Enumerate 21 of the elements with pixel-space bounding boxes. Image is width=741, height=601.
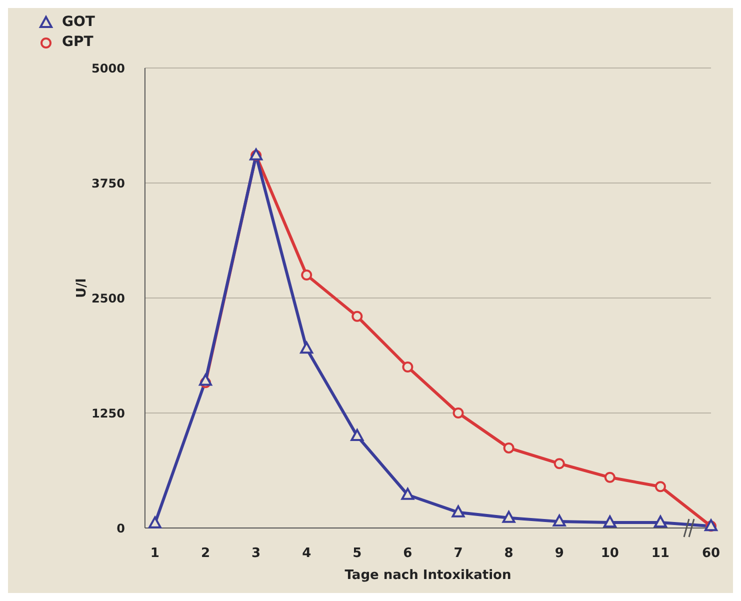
x-tick-label: 4 bbox=[302, 546, 312, 562]
y-tick-label: 5000 bbox=[92, 61, 125, 76]
x-tick-label: 7 bbox=[454, 546, 463, 562]
legend-label: GOT bbox=[62, 14, 95, 30]
y-tick-label: 3750 bbox=[92, 176, 125, 190]
y-tick-label: 2500 bbox=[92, 291, 125, 306]
x-tick-label: 6 bbox=[403, 546, 412, 562]
y-tick-label: 0 bbox=[116, 521, 125, 536]
y-axis-title: U/l bbox=[74, 278, 90, 298]
x-tick-label: 8 bbox=[504, 546, 514, 562]
x-tick-label: 2 bbox=[200, 546, 210, 562]
x-tick-label: 9 bbox=[554, 546, 564, 562]
x-tick-label: 10 bbox=[600, 546, 619, 562]
legend-label: GPT bbox=[62, 34, 94, 50]
x-tick-label: 1 bbox=[150, 546, 160, 562]
x-tick-label: 11 bbox=[651, 546, 670, 562]
x-tick-label: 3 bbox=[252, 546, 261, 562]
y-tick-label: 1250 bbox=[92, 406, 125, 420]
x-tick-label: 5 bbox=[352, 546, 362, 562]
x-tick-label: 60 bbox=[702, 546, 720, 562]
x-axis-title: Tage nach Intoxikation bbox=[344, 568, 512, 583]
